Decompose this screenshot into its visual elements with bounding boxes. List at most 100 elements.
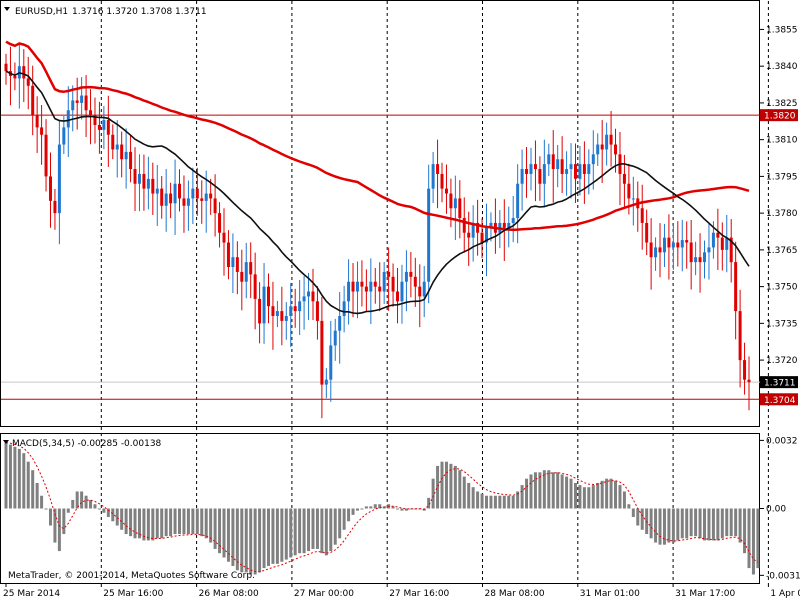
time-axis: 25 Mar 2014 25 Mar 16:00 26 Mar 08:00 27 Ma… — [3, 583, 800, 599]
time-tick-label: 28 Mar 08:00 — [485, 589, 545, 599]
macd-bar — [400, 508, 404, 511]
moving-average-fast-line — [5, 70, 750, 315]
macd-bar — [458, 470, 462, 509]
macd-tick-label: 0.0032 — [766, 436, 798, 446]
macd-bar — [84, 495, 88, 509]
macd-bar — [738, 508, 742, 543]
macd-bar — [622, 491, 626, 509]
price-tick-label: 1.3720 — [766, 356, 798, 366]
macd-bar — [654, 508, 658, 543]
price-tick-label: 1.3795 — [766, 172, 798, 182]
candle-body — [573, 164, 577, 179]
macd-bar — [734, 508, 738, 537]
macd-bar — [231, 508, 235, 566]
candle-body — [467, 232, 471, 238]
macd-bar — [720, 508, 724, 539]
symbol-label: EURUSD,H1 — [15, 7, 68, 17]
macd-bar — [178, 508, 182, 535]
candle-body — [226, 242, 230, 268]
macd-bar — [195, 508, 199, 535]
candle-body — [258, 298, 262, 324]
candle-body — [676, 242, 680, 248]
candle-body — [66, 110, 70, 128]
macd-bar — [48, 508, 52, 526]
macd-bar — [351, 508, 355, 515]
macd-dropdown-triangle-icon[interactable] — [3, 440, 9, 444]
macd-bar — [507, 495, 511, 509]
macd-bar — [662, 508, 666, 545]
macd-bar — [716, 508, 720, 541]
candle-body — [302, 296, 306, 302]
macd-bar — [587, 487, 591, 509]
macd-bar — [444, 461, 448, 509]
macd-bar — [146, 508, 150, 541]
macd-bar — [280, 508, 284, 562]
candle-body — [582, 164, 586, 174]
candle-body — [40, 127, 44, 135]
macd-bar — [698, 508, 702, 539]
candle-body — [480, 232, 484, 243]
macd-bar — [471, 487, 475, 509]
candle-body — [458, 198, 462, 219]
macd-bar — [556, 472, 560, 509]
candle-body — [729, 237, 733, 263]
macd-bar — [240, 508, 244, 573]
candle-body — [129, 151, 133, 170]
macd-bar — [26, 461, 30, 509]
candle-body — [360, 281, 364, 287]
macd-bar — [66, 508, 70, 513]
time-tick-label: 27 Mar 16:00 — [389, 589, 449, 599]
dropdown-triangle-icon[interactable] — [4, 7, 10, 11]
candle-body — [222, 232, 226, 243]
candle-body — [369, 281, 373, 292]
macd-bar — [707, 508, 711, 541]
macd-bar — [578, 485, 582, 509]
macd-bar — [13, 446, 17, 509]
candle-body — [645, 222, 649, 243]
price-tick-label: 1.3765 — [766, 246, 798, 256]
candle-body — [680, 240, 684, 248]
candle-body — [244, 262, 248, 282]
candle-body — [578, 164, 582, 179]
candle-body — [253, 274, 257, 299]
macd-bar — [711, 508, 715, 541]
candle-body — [48, 176, 52, 201]
macd-bar — [120, 508, 124, 530]
candle-body — [275, 311, 279, 317]
candle-body — [53, 200, 57, 214]
candle-body — [338, 316, 342, 331]
candle-body — [614, 144, 618, 155]
macd-bar — [591, 485, 595, 509]
macd-bar — [440, 461, 444, 509]
macd-bar — [680, 508, 684, 539]
candle-body — [538, 169, 542, 184]
macd-bar — [725, 508, 729, 537]
candle-body — [404, 271, 408, 282]
candle-body — [551, 154, 555, 170]
candle-body — [609, 134, 613, 145]
candle-body — [600, 144, 604, 150]
candle-body — [547, 154, 551, 165]
candle-body — [84, 95, 88, 111]
macd-bar — [676, 508, 680, 541]
candle-body — [449, 193, 453, 209]
candle-body — [195, 188, 199, 199]
macd-bar — [751, 508, 755, 575]
macd-bar — [743, 508, 747, 554]
candle-body — [44, 134, 48, 177]
candle-body — [284, 316, 288, 321]
candle-body — [489, 222, 493, 228]
candle-body — [418, 286, 422, 297]
candle-body — [516, 183, 520, 219]
candle-body — [160, 188, 164, 206]
macd-bar — [338, 508, 342, 539]
candle-body — [342, 301, 346, 317]
candle-body — [587, 164, 591, 174]
macd-bar — [605, 478, 609, 509]
candle-body — [231, 257, 235, 268]
time-tick-label: 25 Mar 2014 — [3, 589, 60, 599]
candle-body — [240, 271, 244, 282]
candle-body — [654, 247, 658, 258]
